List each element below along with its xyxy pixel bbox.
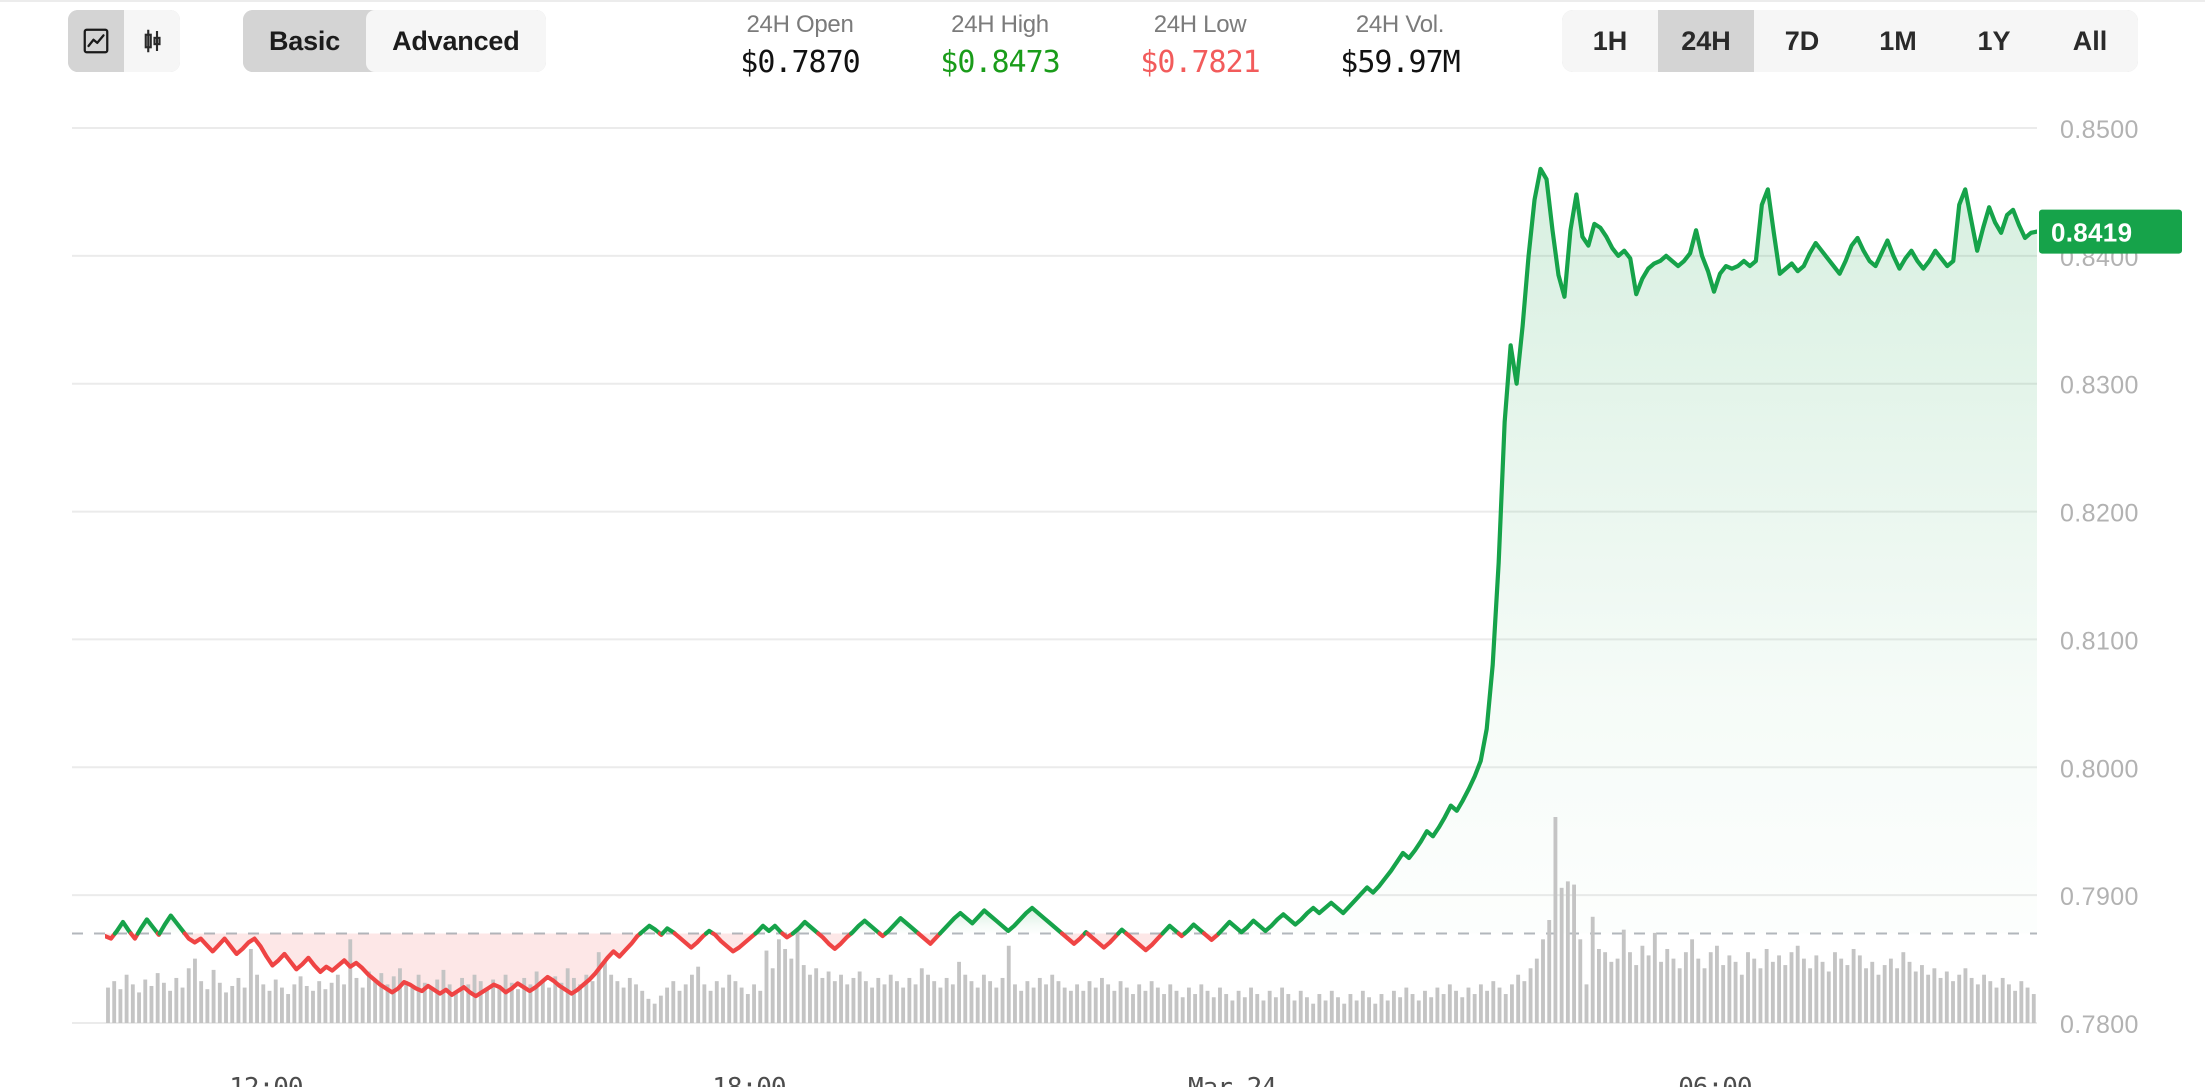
stat-label: 24H Open xyxy=(746,11,854,38)
current-price-badge: 0.8419 xyxy=(2039,209,2182,254)
chart-toolbar: Basic Advanced 24H Open $0.7870 24H High… xyxy=(0,0,2205,92)
y-axis-tick: 0.7800 xyxy=(2060,1011,2139,1039)
x-axis-tick: Mar 24 xyxy=(1188,1073,1276,1087)
candlestick-icon xyxy=(144,29,161,53)
range-button-7d[interactable]: 7D xyxy=(1754,10,1850,72)
stat-24h-volume: 24H Vol. $59.97M xyxy=(1300,8,1500,88)
stat-value: $59.97M xyxy=(1340,45,1460,80)
x-axis-tick: 06:00 xyxy=(1678,1073,1751,1087)
price-chart[interactable]: 0.8500 0.8400 0.8300 0.8200 0.8100 0.8000 0.79… xyxy=(0,92,2205,1087)
badge-price-text: 0.8419 xyxy=(2051,218,2132,248)
y-axis-tick: 0.8200 xyxy=(2060,500,2139,528)
stat-label: 24H Low xyxy=(1153,11,1247,38)
line-chart-icon xyxy=(83,28,109,54)
range-button-1h[interactable]: 1H xyxy=(1562,10,1658,72)
range-button-all[interactable]: All xyxy=(2042,10,2138,72)
stat-label: 24H Vol. xyxy=(1355,11,1445,38)
y-axis-tick: 0.7900 xyxy=(2060,883,2139,911)
x-axis-tick: 18:00 xyxy=(712,1073,785,1087)
stat-label: 24H High xyxy=(951,11,1049,38)
y-axis-labels: 0.85000.84000.83000.82000.81000.80000.79… xyxy=(2060,116,2139,1039)
chart-mode-toggle[interactable]: Basic Advanced xyxy=(243,10,546,72)
stat-24h-open: 24H Open $0.7870 xyxy=(700,8,900,88)
mode-advanced-button[interactable]: Advanced xyxy=(366,10,546,72)
time-range-selector[interactable]: 1H 24H 7D 1M 1Y All xyxy=(1562,10,2138,72)
x-axis-tick: 12:00 xyxy=(229,1073,302,1087)
volume-bars xyxy=(106,817,2036,1024)
range-button-24h[interactable]: 24H xyxy=(1658,10,1754,72)
stat-24h-high: 24H High $0.8473 xyxy=(900,8,1100,88)
stat-value: $0.8473 xyxy=(940,45,1060,80)
y-axis-tick: 0.8500 xyxy=(2060,116,2139,144)
line-chart-button[interactable] xyxy=(68,10,124,72)
stat-value: $0.7821 xyxy=(1140,45,1260,80)
range-button-1y[interactable]: 1Y xyxy=(1946,10,2042,72)
stat-value: $0.7870 xyxy=(740,45,860,80)
price-line xyxy=(105,166,2037,999)
y-axis-tick: 0.8100 xyxy=(2060,627,2139,655)
mode-basic-button[interactable]: Basic xyxy=(243,10,367,72)
y-axis-tick: 0.8000 xyxy=(2060,755,2139,783)
chart-area-fill xyxy=(105,168,2037,997)
candlestick-chart-button[interactable] xyxy=(124,10,180,72)
range-button-1m[interactable]: 1M xyxy=(1850,10,1946,72)
chart-svg[interactable]: 0.85000.84000.83000.82000.81000.80000.79… xyxy=(0,92,2205,1087)
stat-24h-low: 24H Low $0.7821 xyxy=(1100,8,1300,88)
market-stats: 24H Open $0.7870 24H High $0.8473 24H Lo… xyxy=(700,8,1500,88)
y-axis-tick: 0.8300 xyxy=(2060,372,2139,400)
x-axis-labels: 12:00 18:00 Mar 24 06:00 xyxy=(229,1073,1752,1087)
chart-type-toggle[interactable] xyxy=(68,10,180,72)
